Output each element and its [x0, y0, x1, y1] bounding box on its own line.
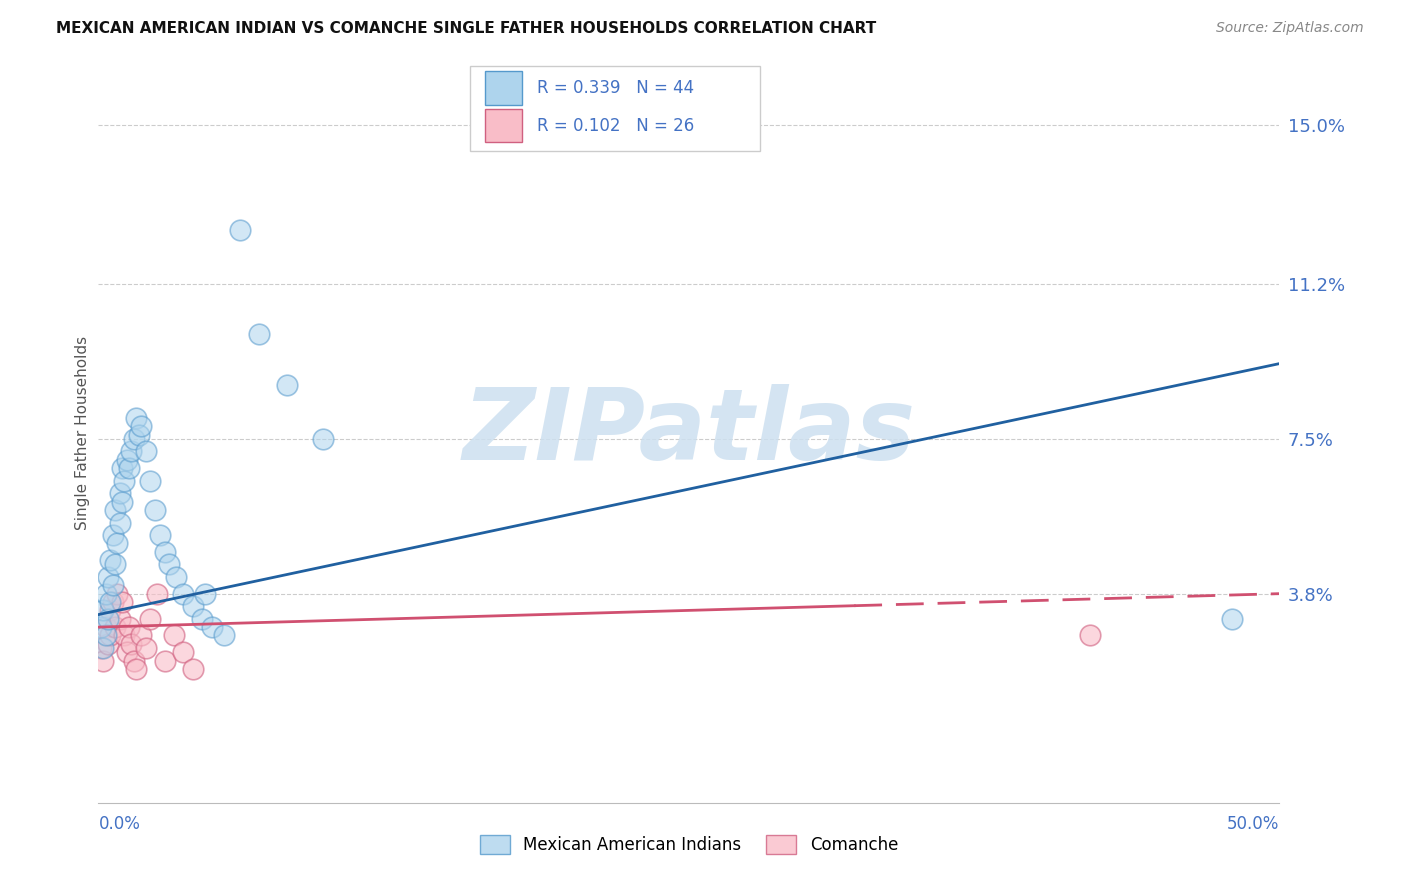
Point: [122, 654, 145, 668]
Point: [104, 620, 127, 634]
Point: [229, 223, 252, 237]
Point: [125, 411, 148, 425]
Point: [139, 612, 162, 626]
Point: [101, 578, 124, 592]
Point: [112, 474, 135, 488]
Point: [101, 595, 124, 609]
Point: [97, 612, 120, 626]
Point: [125, 662, 148, 676]
Point: [153, 654, 176, 668]
Point: [115, 645, 138, 659]
Point: [118, 461, 141, 475]
Point: [122, 432, 145, 446]
Point: [163, 628, 186, 642]
Point: [104, 558, 127, 572]
Point: [181, 662, 204, 676]
Point: [135, 640, 157, 655]
Point: [112, 628, 135, 642]
Point: [97, 570, 120, 584]
Point: [135, 444, 157, 458]
Point: [153, 545, 176, 559]
Text: R = 0.102   N = 26: R = 0.102 N = 26: [537, 117, 693, 135]
Text: 50.0%: 50.0%: [1227, 815, 1279, 833]
Point: [212, 628, 235, 642]
Text: ZIPatlas: ZIPatlas: [463, 384, 915, 481]
Point: [115, 452, 138, 467]
FancyBboxPatch shape: [471, 66, 759, 152]
Point: [90, 640, 112, 655]
FancyBboxPatch shape: [485, 109, 523, 143]
Point: [247, 327, 270, 342]
Point: [121, 444, 143, 458]
FancyBboxPatch shape: [485, 71, 523, 104]
Point: [101, 528, 124, 542]
Point: [98, 628, 121, 642]
Point: [105, 587, 128, 601]
Point: [194, 587, 217, 601]
Point: [129, 628, 152, 642]
Point: [1220, 612, 1243, 626]
Legend: Mexican American Indians, Comanche: Mexican American Indians, Comanche: [474, 829, 904, 861]
Point: [108, 486, 131, 500]
Point: [172, 587, 194, 601]
Point: [94, 620, 117, 634]
Point: [91, 640, 114, 655]
Point: [111, 595, 134, 609]
Text: Source: ZipAtlas.com: Source: ZipAtlas.com: [1216, 21, 1364, 35]
Point: [181, 599, 204, 614]
Point: [172, 645, 194, 659]
Point: [312, 432, 335, 446]
Point: [108, 516, 131, 530]
Point: [111, 461, 134, 475]
Point: [146, 587, 169, 601]
Point: [139, 474, 162, 488]
Point: [98, 603, 121, 617]
Point: [1080, 628, 1102, 642]
Point: [98, 553, 121, 567]
Point: [118, 620, 141, 634]
Text: MEXICAN AMERICAN INDIAN VS COMANCHE SINGLE FATHER HOUSEHOLDS CORRELATION CHART: MEXICAN AMERICAN INDIAN VS COMANCHE SING…: [56, 21, 876, 36]
Y-axis label: Single Father Households: Single Father Households: [75, 335, 90, 530]
Point: [129, 419, 152, 434]
Point: [91, 654, 114, 668]
Point: [97, 637, 120, 651]
Point: [121, 637, 143, 651]
Point: [94, 587, 117, 601]
Point: [104, 503, 127, 517]
Point: [157, 558, 180, 572]
Point: [201, 620, 224, 634]
Point: [128, 427, 150, 442]
Point: [276, 377, 298, 392]
Point: [108, 612, 131, 626]
Point: [165, 570, 187, 584]
Text: R = 0.339   N = 44: R = 0.339 N = 44: [537, 79, 693, 97]
Point: [90, 620, 112, 634]
Point: [91, 603, 114, 617]
Text: 0.0%: 0.0%: [98, 815, 141, 833]
Point: [111, 494, 134, 508]
Point: [105, 536, 128, 550]
Point: [143, 503, 166, 517]
Point: [94, 628, 117, 642]
Point: [98, 595, 121, 609]
Point: [149, 528, 172, 542]
Point: [191, 612, 214, 626]
